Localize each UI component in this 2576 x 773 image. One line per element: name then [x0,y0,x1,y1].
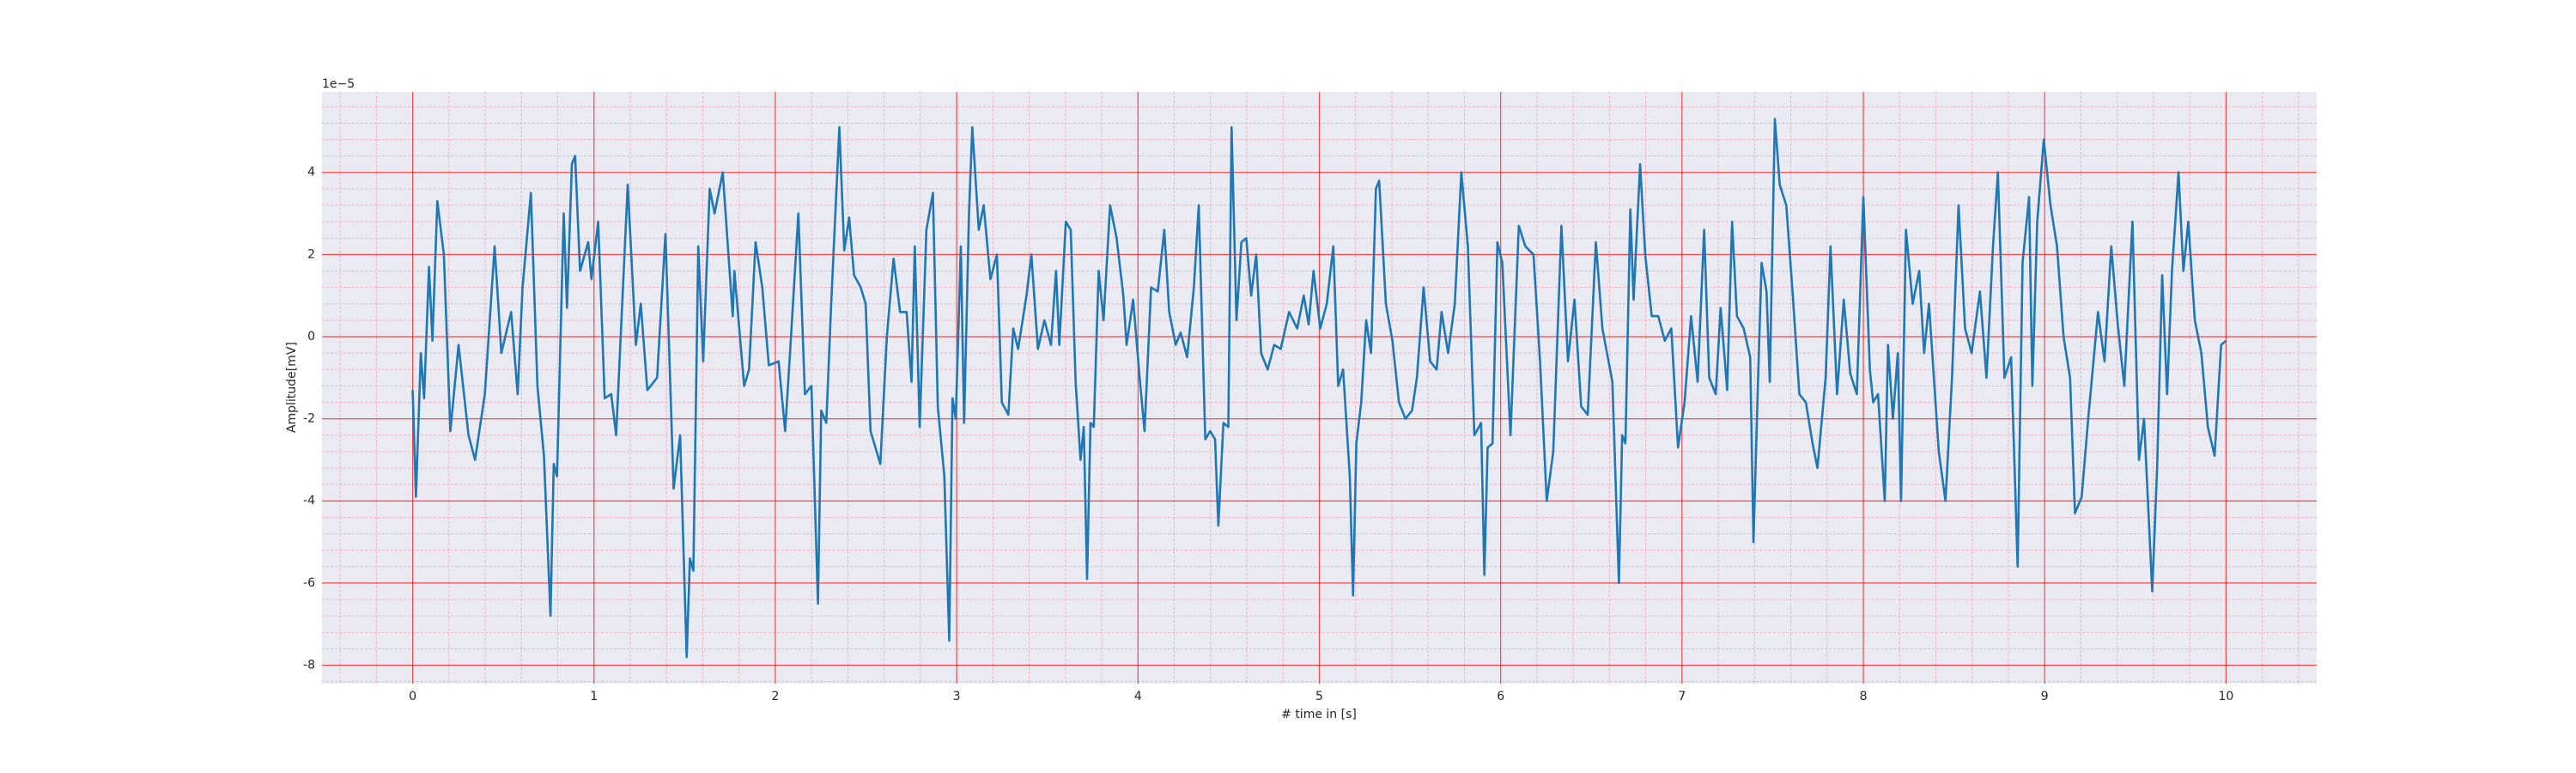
y-tick-label: -6 [303,576,315,590]
x-tick-label: 1 [590,690,598,703]
x-tick-label: 4 [1134,690,1142,703]
y-tick-label: -4 [303,494,315,508]
y-axis-label: Amplitude[mV] [285,342,299,433]
grid [322,92,2317,684]
y-offset-label: 1e−5 [322,77,355,91]
y-tick-label: 2 [307,247,315,261]
x-tick-label: 8 [1860,690,1868,703]
y-tick-label: -8 [303,658,315,672]
y-tick-label: -2 [303,412,315,426]
y-tick-label: 0 [307,330,315,344]
x-tick-label: 0 [409,690,416,703]
lines [411,118,2227,659]
x-tick-label: 3 [953,690,961,703]
x-tick-label: 2 [771,690,779,703]
labels: 0 1 2 3 4 5 6 7 8 9 10 -8 -6 -4 -2 0 2 4 [303,166,2233,703]
x-tick-label: 7 [1678,690,1686,703]
x-tick-label: 10 [2218,690,2233,703]
signal-line [411,118,2227,659]
x-axis-label: # time in [s] [1281,708,1357,721]
y-tick-label: 4 [307,166,315,180]
x-tick-label: 5 [1315,690,1323,703]
x-tick-label: 9 [2041,690,2049,703]
x-tick-label: 6 [1497,690,1504,703]
